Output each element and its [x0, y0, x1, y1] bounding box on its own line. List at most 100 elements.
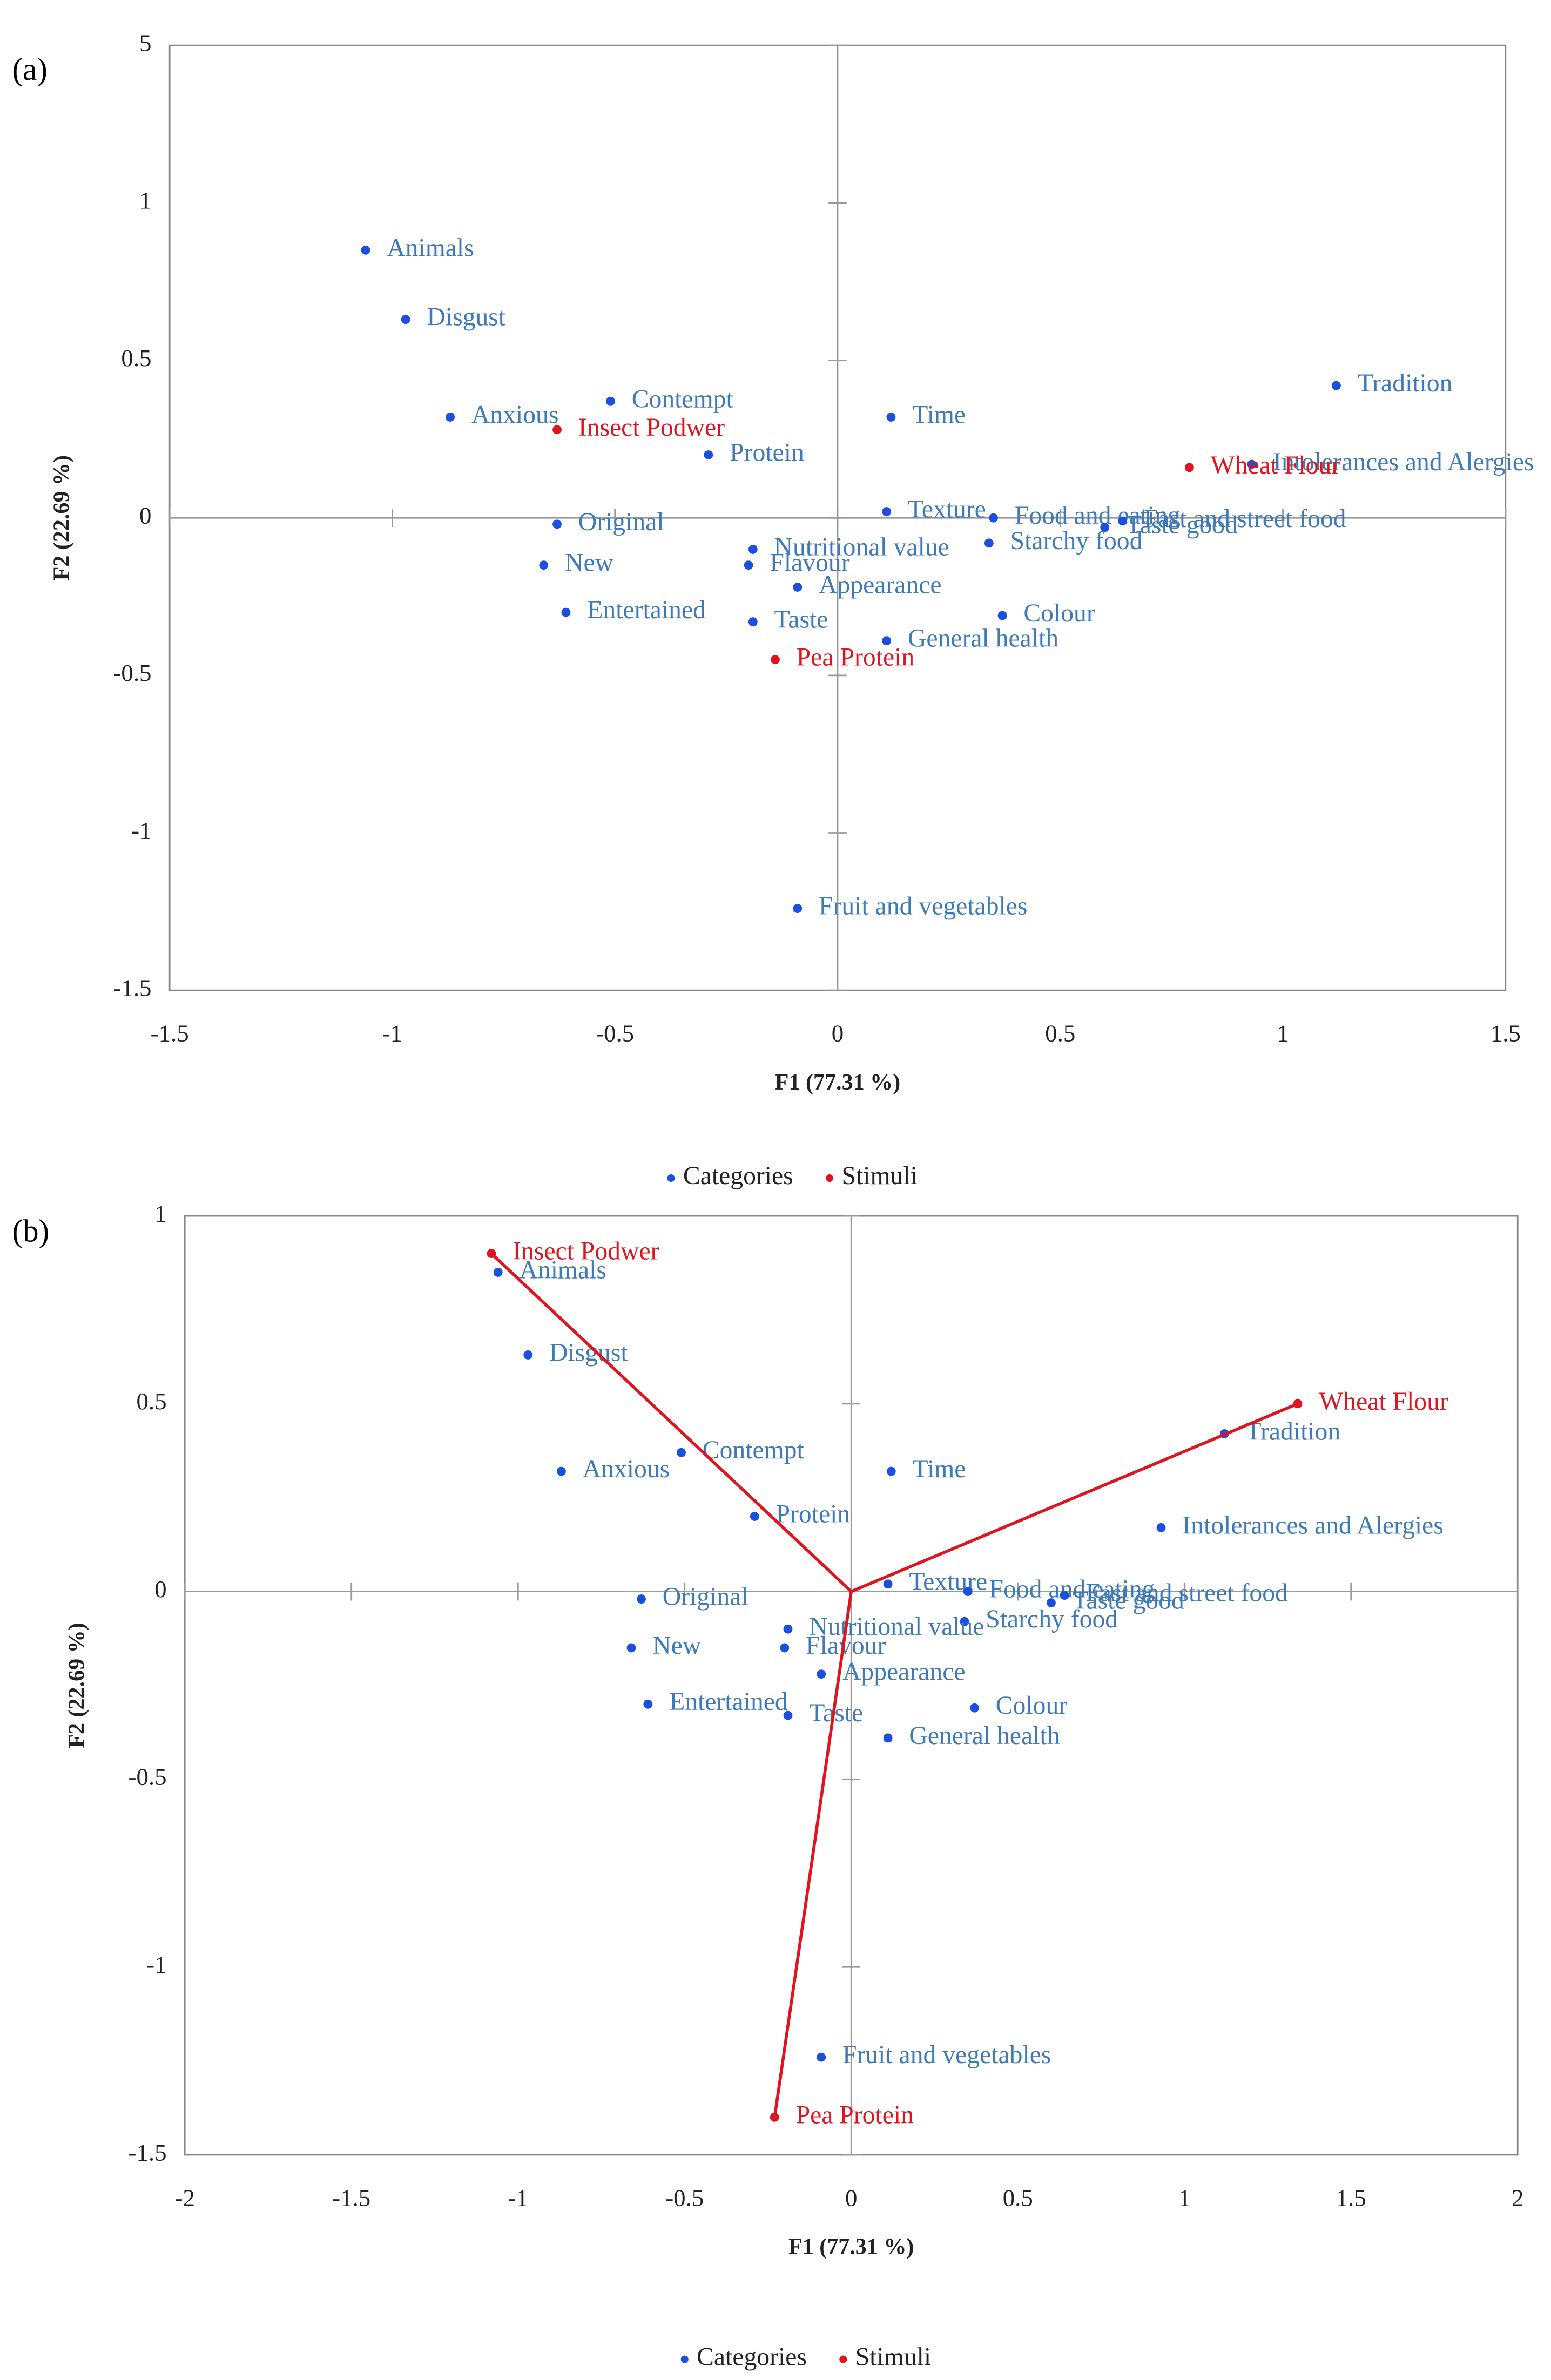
point	[1100, 523, 1110, 532]
point	[793, 583, 803, 592]
x-tick-label: 2	[1512, 2184, 1523, 2211]
point-label: Starchy food	[1010, 527, 1143, 555]
y-tick-label: 0	[154, 1576, 166, 1603]
point	[557, 1466, 566, 1476]
point-label: Pea Protein	[796, 2101, 914, 2129]
point-label: Tradition	[1358, 369, 1453, 397]
legend-marker	[680, 2355, 689, 2363]
point-label: Wheat Flour	[1211, 451, 1340, 479]
legend-marker	[667, 1174, 675, 1182]
point-label: Protein	[730, 438, 804, 466]
point	[883, 1579, 893, 1589]
x-tick-label: 1	[1178, 2184, 1190, 2211]
point	[1060, 1591, 1069, 1600]
y-tick-label: 0.5	[121, 344, 151, 371]
y-tick-label: 0.5	[136, 1388, 166, 1415]
point	[1184, 463, 1194, 472]
panel-label: (a)	[12, 52, 47, 87]
point-label: Fast and street food	[1144, 505, 1346, 533]
point-label: Animals	[519, 1256, 606, 1284]
point-label: Time	[913, 1455, 966, 1483]
point-label: Contempt	[632, 385, 733, 413]
x-tick-label: 1.5	[1336, 2184, 1366, 2211]
point-label: New	[652, 1632, 702, 1660]
point	[1156, 1523, 1166, 1532]
point	[750, 1512, 759, 1521]
point-label: Starchy food	[986, 1605, 1118, 1633]
legend-label: Categories	[683, 1162, 793, 1190]
x-tick-label: -1.5	[332, 2184, 370, 2211]
point-label: Appearance	[819, 571, 942, 599]
point-label: General health	[908, 625, 1058, 653]
y-axis-title: F2 (22.69 %)	[49, 455, 74, 580]
point-label: Disgust	[427, 303, 505, 332]
x-axis-title: F1 (77.31 %)	[788, 2234, 914, 2259]
x-tick-label: 0.5	[1045, 1020, 1075, 1047]
point-label: Wheat Flour	[1319, 1388, 1448, 1416]
point-label: Texture	[908, 495, 986, 523]
point-label: Pea Protein	[797, 644, 915, 672]
point-label: Nutritional value	[774, 533, 949, 561]
point-label: Anxious	[471, 401, 559, 429]
point-label: Intolerances and Alergies	[1182, 1511, 1443, 1539]
panel-label: (b)	[12, 1213, 49, 1248]
point-label: Taste	[774, 606, 828, 634]
x-tick-label: -0.5	[596, 1020, 634, 1047]
point	[882, 636, 892, 646]
point-label: Fruit and vegetables	[842, 2041, 1051, 2069]
point-label: Fruit and vegetables	[819, 892, 1027, 920]
point	[793, 904, 803, 913]
point-label: Colour	[1023, 599, 1095, 627]
point-label: Fast and street food	[1085, 1579, 1288, 1607]
point	[771, 655, 780, 665]
legend-marker	[839, 2355, 847, 2363]
point	[882, 507, 892, 516]
point-label: Original	[663, 1583, 748, 1611]
point-label: General health	[909, 1722, 1060, 1750]
y-tick-label: 0	[139, 502, 151, 529]
point-label: Insect Podwer	[578, 414, 725, 442]
stimulus-vector	[490, 1252, 853, 1593]
point	[963, 1587, 973, 1597]
point-label: Flavour	[770, 549, 849, 577]
point-label: Insect Podwer	[512, 1238, 659, 1266]
point	[643, 1699, 653, 1709]
y-tick-label: -1	[131, 817, 151, 844]
x-tick-label: -1	[382, 1020, 402, 1047]
point-label: Protein	[776, 1500, 851, 1528]
point	[561, 607, 571, 617]
y-tick-label: 1	[139, 187, 151, 214]
point	[886, 1466, 896, 1476]
point-label: Food and eating	[1015, 502, 1181, 530]
point-label: Tradition	[1246, 1417, 1341, 1445]
point-label: Colour	[996, 1692, 1068, 1720]
point	[780, 1643, 790, 1653]
point-label: Taste good	[1073, 1586, 1184, 1614]
point-label: Entertained	[669, 1688, 788, 1716]
point	[1118, 516, 1128, 526]
point-label: Taste good	[1126, 511, 1238, 539]
x-tick-label: -2	[175, 2184, 195, 2211]
legend-label: Stimuli	[841, 1162, 917, 1190]
x-tick-label: -1.5	[151, 1020, 189, 1047]
point-label: Entertained	[587, 596, 706, 624]
x-tick-label: 1.5	[1491, 1020, 1521, 1047]
y-tick-label: -0.5	[113, 659, 151, 686]
stimulus-vector	[773, 1591, 853, 2118]
x-tick-label: -1	[508, 2184, 528, 2211]
point	[552, 519, 562, 529]
point-label: Intolerances and Alergies	[1273, 448, 1534, 476]
point	[606, 396, 615, 406]
point	[1247, 459, 1257, 469]
y-axis-title: F2 (22.69 %)	[65, 1622, 90, 1748]
y-tick-label: 1	[154, 1200, 166, 1227]
point	[1293, 1399, 1303, 1409]
y-tick-label: -0.5	[129, 1763, 167, 1790]
point-label: Original	[578, 508, 664, 536]
point-label: Texture	[909, 1568, 987, 1596]
point	[401, 315, 410, 324]
x-axis-title: F1 (77.31 %)	[775, 1070, 900, 1095]
point	[539, 560, 549, 570]
x-tick-label: 1	[1277, 1020, 1289, 1047]
point	[446, 413, 455, 422]
